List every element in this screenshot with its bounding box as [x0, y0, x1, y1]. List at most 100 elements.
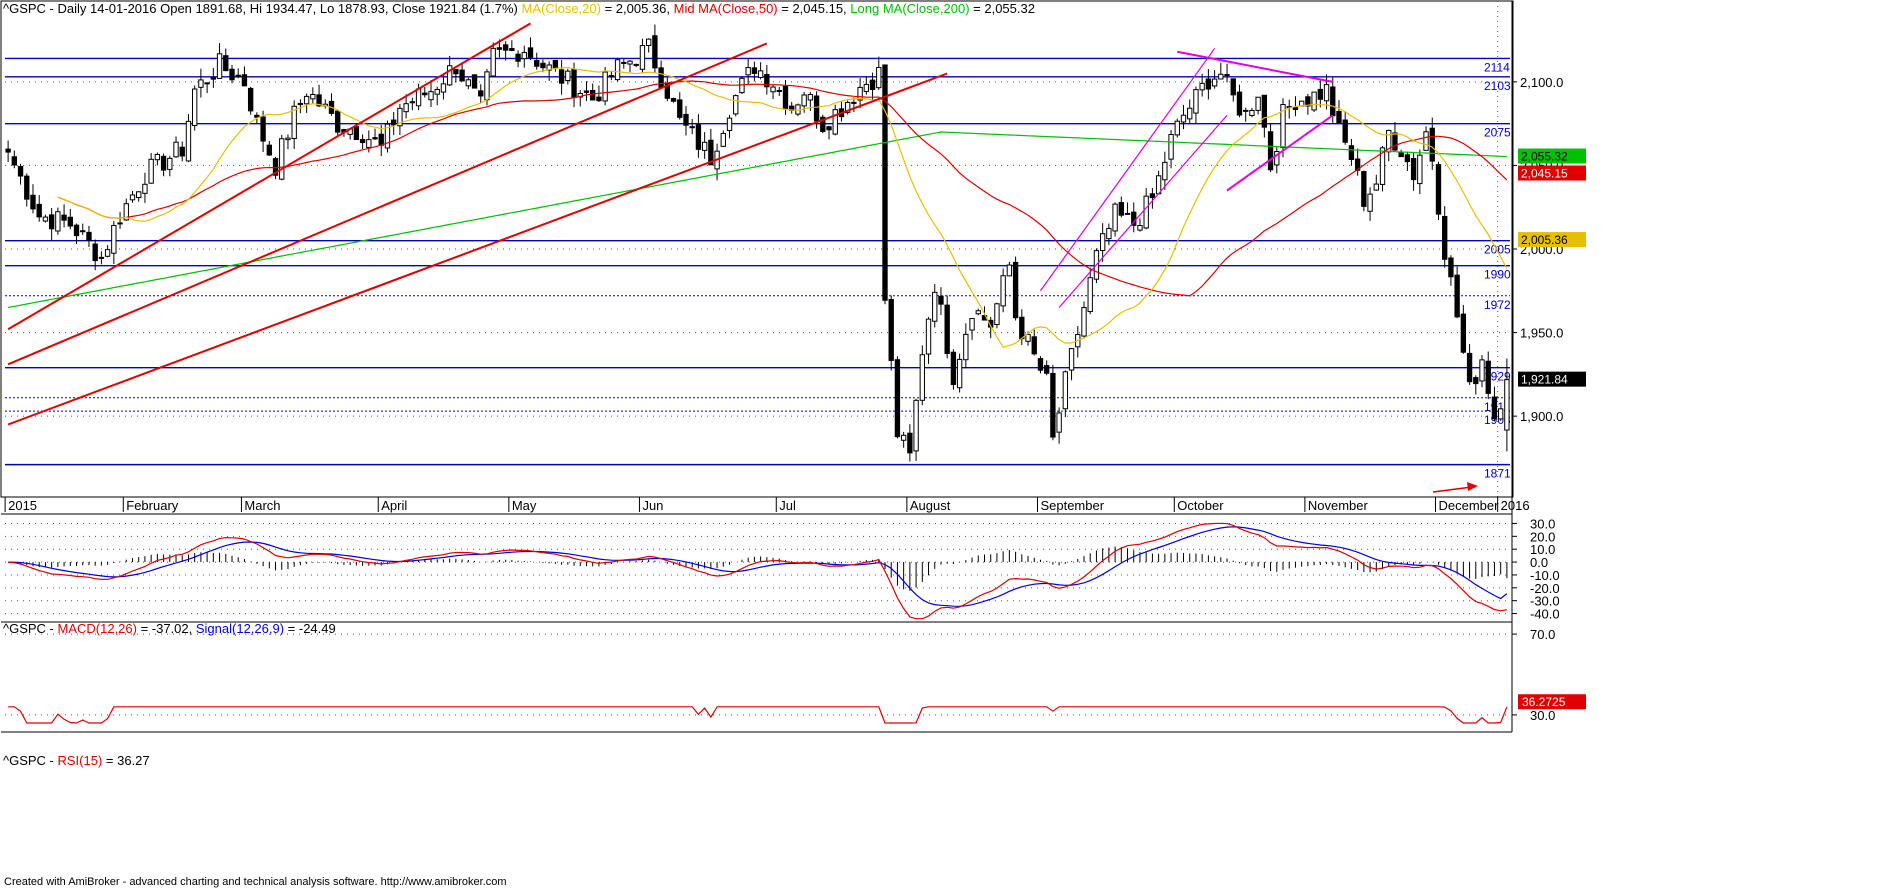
candle-body-121 — [757, 70, 764, 78]
candle-body-3 — [24, 175, 30, 200]
candle-body-135 — [844, 102, 851, 113]
candle-body-93 — [583, 90, 590, 93]
x-label-11: December — [1438, 498, 1499, 513]
rsi-ylabel-0: 70.0 — [1530, 627, 1555, 642]
candle-body-232 — [1448, 257, 1454, 278]
macd-ylabel-3: 0.0 — [1530, 555, 1548, 570]
candle-body-0 — [5, 148, 11, 153]
candle-body-61 — [384, 123, 391, 149]
candle-body-19 — [123, 203, 129, 221]
candle-body-119 — [745, 67, 751, 76]
candle-body-34 — [216, 53, 223, 79]
candle-body-28 — [179, 146, 185, 157]
candle-body-173 — [1081, 307, 1087, 337]
macd-title-seg-3: Signal(12,26,9) — [195, 621, 285, 636]
arrow-head — [1467, 482, 1478, 491]
candle-body-153 — [956, 358, 963, 389]
candle-body-240 — [1497, 408, 1504, 420]
candle-body-21 — [136, 191, 142, 199]
candle-body-223 — [1392, 132, 1398, 151]
candle-body-68 — [428, 91, 434, 101]
candle-body-198 — [1236, 91, 1243, 116]
candle-body-182 — [1137, 225, 1143, 231]
x-label-2: March — [244, 498, 280, 513]
candle-body-87 — [546, 64, 552, 71]
trendline-red-1 — [7, 22, 532, 331]
value-tag-3: 1,921.84 — [1521, 373, 1568, 387]
value-tag-2: 2,005.36 — [1521, 233, 1568, 247]
candle-body-70 — [440, 83, 447, 93]
candle-body-74 — [465, 79, 471, 87]
candle-body-72 — [453, 68, 459, 75]
candle-body-230 — [1435, 164, 1442, 215]
rsi-title-seg-2: = 36.27 — [102, 753, 150, 768]
candle-body-10 — [67, 216, 73, 227]
candle-body-25 — [160, 155, 167, 171]
level-label-1972: 1972 — [1484, 298, 1511, 312]
candle-body-82 — [515, 53, 521, 62]
candle-body-193 — [1205, 78, 1212, 90]
candle-body-154 — [963, 333, 969, 361]
x-label-9: October — [1177, 498, 1224, 513]
candle-body-204 — [1274, 151, 1280, 166]
candle-body-6 — [42, 216, 49, 222]
candle-body-36 — [229, 68, 235, 81]
footer-credit: Created with AmiBroker - advanced charti… — [4, 876, 507, 888]
candle-body-171 — [1068, 348, 1075, 371]
candle-body-148 — [925, 318, 932, 355]
candle-body-11 — [73, 224, 80, 237]
candle-body-219 — [1367, 193, 1373, 212]
candle-body-116 — [726, 117, 733, 132]
candle-body-162 — [1012, 261, 1019, 319]
candle-body-67 — [422, 92, 428, 96]
level-label-1990: 1990 — [1484, 268, 1511, 282]
macd-line — [8, 522, 1508, 620]
value-tag-bg-1 — [1518, 165, 1586, 181]
candle-body-109 — [683, 113, 689, 126]
candle-body-235 — [1466, 352, 1473, 383]
candle-body-131 — [820, 116, 826, 132]
candle-body-91 — [571, 68, 577, 99]
macd-ylabel-0: 30.0 — [1530, 516, 1555, 531]
candle-body-234 — [1460, 313, 1467, 353]
candle-body-89 — [558, 69, 565, 84]
candle-body-209 — [1305, 96, 1311, 107]
candle-body-31 — [198, 79, 204, 88]
main-ylabel-0: 1,900.0 — [1520, 409, 1563, 424]
candle-body-184 — [1149, 193, 1156, 199]
candle-body-46 — [291, 105, 297, 140]
candle-body-165 — [1031, 336, 1037, 355]
candle-body-99 — [621, 61, 627, 64]
candle-body-191 — [1193, 89, 1199, 114]
level-label-1871: 1871 — [1484, 467, 1511, 481]
candle-body-130 — [813, 95, 820, 122]
candle-body-179 — [1118, 202, 1124, 216]
candle-body-73 — [459, 69, 465, 82]
value-tag-bg-2 — [1518, 232, 1586, 248]
candle-body-241 — [1504, 379, 1510, 431]
candle-body-45 — [285, 137, 291, 141]
candle-body-150 — [938, 295, 944, 305]
candle-body-96 — [602, 71, 608, 102]
candle-body-151 — [944, 304, 950, 354]
candle-body-40 — [254, 114, 260, 118]
candle-body-140 — [876, 67, 882, 89]
candle-body-138 — [863, 83, 870, 92]
macd-ylabel-2: 10.0 — [1530, 542, 1555, 557]
candle-body-132 — [826, 126, 832, 131]
candle-body-24 — [154, 153, 161, 161]
candle-body-1 — [11, 156, 18, 166]
candle-body-147 — [919, 354, 925, 401]
candle-body-123 — [770, 86, 776, 93]
candle-body-77 — [484, 71, 490, 101]
candle-body-81 — [509, 47, 515, 51]
trendline-red-2 — [7, 42, 768, 366]
candle-body-86 — [540, 62, 546, 69]
candle-body-192 — [1199, 82, 1205, 91]
candle-body-80 — [502, 44, 509, 51]
candle-body-238 — [1485, 360, 1491, 394]
candle-body-195 — [1218, 73, 1224, 80]
candle-body-71 — [446, 65, 453, 86]
candle-body-113 — [708, 139, 714, 166]
candle-body-120 — [751, 67, 758, 74]
